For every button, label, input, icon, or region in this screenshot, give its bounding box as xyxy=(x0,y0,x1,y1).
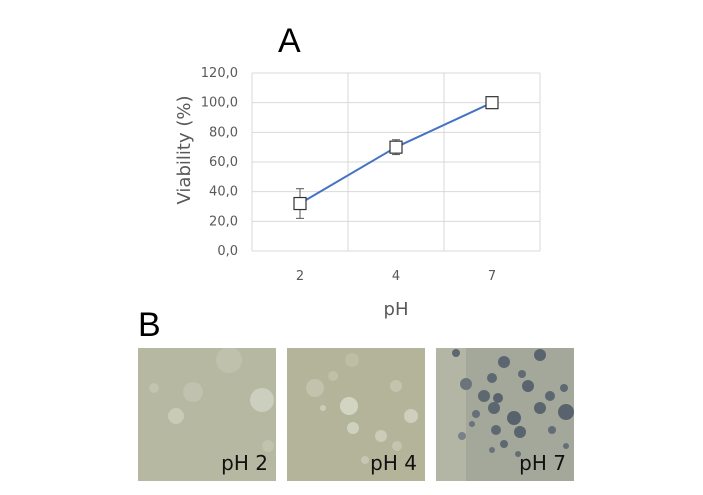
plate-texture xyxy=(149,348,274,452)
viability-chart: 0,0 20,0 40,0 60,0 80,0 100,0 120,0 2 4 7 pH Via… xyxy=(174,66,541,320)
x-axis-title: pH xyxy=(384,299,409,320)
data-point-marker xyxy=(389,140,403,154)
x-tick-label: 7 xyxy=(488,269,496,284)
y-tick-label: 20,0 xyxy=(209,214,238,229)
y-tick-labels: 0,0 20,0 40,0 60,0 80,0 100,0 120,0 xyxy=(201,66,238,259)
data-point-marker xyxy=(485,96,499,110)
plate-photo-ph2: pH 2 xyxy=(138,348,276,481)
plate-photo-ph4: pH 4 xyxy=(287,348,425,481)
photo-label: pH 7 xyxy=(519,451,566,475)
panel-b-label: B xyxy=(138,306,161,344)
y-axis-title: Viability (%) xyxy=(174,96,195,205)
photo-label: pH 4 xyxy=(370,451,417,475)
y-tick-label: 80,0 xyxy=(209,125,238,140)
y-tick-label: 60,0 xyxy=(209,155,238,170)
plate-texture xyxy=(436,348,574,481)
plate-texture xyxy=(306,353,418,464)
x-tick-label: 2 xyxy=(296,269,304,284)
x-tick-label: 4 xyxy=(392,269,400,284)
y-tick-label: 100,0 xyxy=(201,96,238,111)
photo-label: pH 2 xyxy=(221,451,268,475)
data-point-marker xyxy=(293,196,307,211)
series-layer xyxy=(293,96,499,219)
x-tick-labels: 2 4 7 xyxy=(296,269,496,284)
plate-photo-ph7: pH 7 xyxy=(436,348,574,481)
y-tick-label: 120,0 xyxy=(201,66,238,81)
panel-a-label: A xyxy=(278,22,301,60)
y-tick-label: 40,0 xyxy=(209,185,238,200)
y-tick-label: 0,0 xyxy=(217,244,238,259)
